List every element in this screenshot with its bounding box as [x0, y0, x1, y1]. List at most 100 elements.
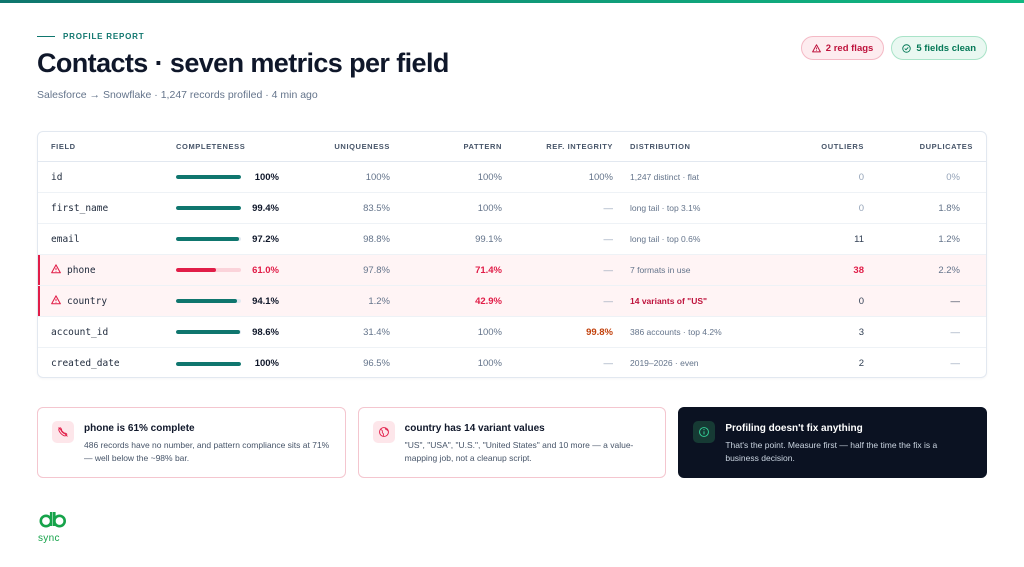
table-row-flagged[interactable]: country 94.1% 1.2% 42.9% — 14 variants o…: [38, 286, 986, 317]
dbsync-logo: sync: [38, 510, 68, 544]
completeness-value: 61.0%: [252, 264, 279, 276]
ref-integrity-value: —: [603, 358, 614, 369]
pattern-value: 42.9%: [475, 295, 502, 307]
logo-wordmark: sync: [38, 533, 60, 544]
table-header: FIELD COMPLETENESS UNIQUENESS PATTERN RE…: [38, 132, 986, 162]
distribution-value: 1,247 distinct · flat: [630, 171, 699, 182]
insight-card-phone[interactable]: phone is 61% complete 486 records have n…: [37, 407, 346, 478]
distribution-value: 14 variants of "US": [630, 295, 708, 306]
pattern-value: 99.1%: [475, 233, 502, 245]
pattern-value: 100%: [477, 202, 502, 214]
warning-triangle-icon: [51, 263, 61, 277]
page-subtitle: Salesforce → Snowflake · 1,247 records p…: [37, 89, 318, 101]
duplicates-value: —: [950, 295, 961, 307]
completeness-bar: [176, 361, 241, 366]
field-name: country: [67, 295, 108, 307]
uniqueness-value: 31.4%: [363, 326, 390, 338]
duplicates-value: 2.2%: [938, 264, 960, 276]
outliers-value: 38: [853, 264, 864, 276]
outliers-value: 0: [858, 171, 864, 183]
completeness-bar: [176, 268, 241, 272]
table-row-flagged[interactable]: phone 61.0% 97.8% 71.4% — 7 formats in u…: [38, 255, 986, 286]
duplicates-value: 1.8%: [938, 202, 960, 214]
ref-integrity-value: 99.8%: [586, 326, 613, 338]
col-pattern[interactable]: PATTERN: [463, 142, 502, 151]
table-row[interactable]: email 97.2% 98.8% 99.1% — long tail · to…: [38, 224, 986, 255]
status-badges: 2 red flags 5 fields clean: [800, 36, 987, 60]
uniqueness-value: 83.5%: [363, 202, 390, 214]
col-duplicates[interactable]: DUPLICATES: [919, 142, 973, 151]
col-completeness[interactable]: COMPLETENESS: [176, 142, 246, 151]
field-name: email: [51, 233, 80, 245]
uniqueness-value: 100%: [365, 171, 390, 183]
completeness-bar: [176, 175, 241, 179]
completeness-bar-fill: [176, 206, 241, 210]
top-accent-bar: [0, 0, 1024, 3]
insight-cards: phone is 61% complete 486 records have n…: [37, 407, 988, 478]
col-ref-integrity[interactable]: REF. INTEGRITY: [546, 142, 613, 151]
table-row[interactable]: first_name 99.4% 83.5% 100% — long tail …: [38, 193, 986, 224]
duplicates-value: —: [950, 358, 961, 369]
completeness-bar: [176, 206, 241, 210]
insight-title: country has 14 variant values: [404, 423, 545, 434]
metrics-table: FIELD COMPLETENESS UNIQUENESS PATTERN RE…: [37, 131, 987, 378]
ref-integrity-value: —: [603, 233, 614, 245]
ref-integrity-value: —: [603, 202, 614, 214]
insight-card-country[interactable]: country has 14 variant values "US", "USA…: [357, 407, 667, 478]
outliers-value: 0: [858, 295, 864, 307]
distribution-value: long tail · top 0.6%: [630, 233, 701, 244]
eyebrow: PROFILE REPORT: [37, 32, 144, 41]
outliers-value: 3: [858, 326, 864, 338]
table-row[interactable]: account_id 98.6% 31.4% 100% 99.8% 386 ac…: [38, 317, 986, 348]
insight-card-profiling[interactable]: Profiling doesn't fix anything That's th…: [678, 407, 988, 478]
table-row[interactable]: id 100% 100% 100% 100% 1,247 distinct · …: [38, 162, 986, 193]
ref-integrity-value: 100%: [588, 171, 613, 183]
pattern-value: 100%: [477, 171, 502, 183]
eyebrow-line: [37, 36, 55, 37]
completeness-value: 98.6%: [252, 326, 279, 338]
col-distribution[interactable]: DISTRIBUTION: [630, 142, 691, 151]
page-title: Contacts · seven metrics per field: [37, 48, 449, 78]
col-field[interactable]: FIELD: [51, 142, 76, 151]
insight-title: phone is 61% complete: [84, 423, 195, 434]
outliers-value: 2: [858, 358, 864, 369]
completeness-bar: [176, 299, 241, 303]
clean-fields-badge[interactable]: 5 fields clean: [891, 36, 987, 60]
warning-triangle-icon: [51, 294, 61, 308]
dbsync-logo-mark: [39, 512, 66, 528]
col-outliers[interactable]: OUTLIERS: [821, 142, 864, 151]
completeness-value: 99.4%: [252, 202, 279, 214]
ref-integrity-value: —: [603, 264, 614, 276]
completeness-bar-fill: [176, 237, 240, 241]
field-name: created_date: [51, 358, 120, 369]
completeness-bar-fill: [176, 299, 238, 303]
info-icon: [693, 421, 716, 443]
completeness-bar-fill: [176, 268, 216, 272]
duplicates-value: 1.2%: [938, 233, 960, 245]
outliers-value: 0: [858, 202, 864, 214]
table-row[interactable]: created_date 100% 96.5% 100% — 2019–2026…: [38, 348, 986, 377]
field-name: first_name: [51, 202, 109, 214]
col-uniqueness[interactable]: UNIQUENESS: [334, 142, 390, 151]
duplicates-value: —: [950, 326, 961, 338]
field-name: account_id: [51, 326, 109, 338]
globe-icon: [372, 421, 395, 443]
pattern-value: 100%: [477, 358, 502, 369]
distribution-value: 2019–2026 · even: [630, 358, 699, 368]
uniqueness-value: 98.8%: [363, 233, 390, 245]
uniqueness-value: 96.5%: [363, 358, 390, 369]
check-circle-icon: [902, 43, 912, 53]
red-flags-badge[interactable]: 2 red flags: [800, 36, 885, 60]
insight-body: "US", "USA", "U.S.", "United States" and…: [404, 440, 634, 463]
insight-body: That's the point. Measure first — half t…: [725, 440, 938, 463]
uniqueness-value: 97.8%: [363, 264, 390, 276]
pattern-value: 71.4%: [475, 264, 502, 276]
field-name: id: [51, 171, 63, 183]
warning-triangle-icon: [811, 43, 821, 53]
field-name: phone: [67, 264, 96, 276]
pattern-value: 100%: [477, 326, 502, 338]
completeness-bar: [176, 330, 241, 334]
insight-title: Profiling doesn't fix anything: [725, 423, 863, 434]
completeness-bar-fill: [176, 330, 241, 334]
completeness-bar-fill: [176, 361, 241, 366]
